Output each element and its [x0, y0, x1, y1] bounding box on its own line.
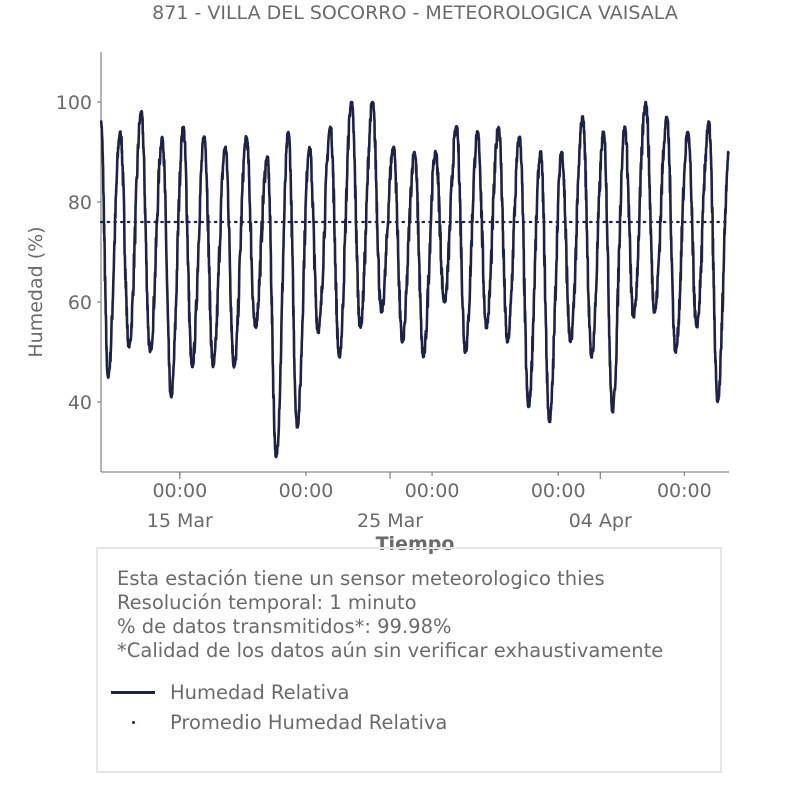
y-tick-label: 100: [56, 92, 92, 114]
x-minor-tick-label: 00:00: [531, 480, 586, 502]
info-resolution: Resolución temporal: 1 minuto: [117, 591, 417, 614]
info-quality: *Calidad de los datos aún sin verificar …: [117, 639, 664, 662]
info-legend-box: Esta estación tiene un sensor meteorolog…: [96, 547, 722, 773]
y-axis-label: Humedad (%): [25, 226, 47, 357]
x-minor-tick-label: 00:00: [152, 480, 207, 502]
legend-line-swatch: [110, 691, 156, 694]
info-transmitted: % de datos transmitidos*: 99.98%: [117, 615, 452, 638]
x-major-tick-label: 15 Mar: [147, 510, 213, 532]
legend-item-average: Promedio Humedad Relativa: [110, 711, 447, 734]
y-tick-label: 60: [68, 292, 92, 314]
y-tick-label: 80: [68, 192, 92, 214]
humidity-series-line: [99, 100, 730, 459]
x-minor-tick-label: 00:00: [405, 480, 460, 502]
legend-item-humidity: Humedad Relativa: [110, 681, 350, 704]
x-major-tick-label: 04 Apr: [569, 510, 632, 532]
info-sensor: Esta estación tiene un sensor meteorolog…: [117, 567, 605, 590]
x-major-tick-label: 25 Mar: [357, 510, 423, 532]
x-minor-tick-label: 00:00: [657, 480, 712, 502]
legend-label: Humedad Relativa: [170, 681, 350, 704]
y-tick-label: 40: [68, 392, 92, 414]
legend-label: Promedio Humedad Relativa: [170, 711, 448, 734]
legend-dot-swatch: [110, 721, 156, 724]
chart-title: 871 - VILLA DEL SOCORRO - METEOROLOGICA …: [152, 2, 678, 24]
station-info: Esta estación tiene un sensor meteorolog…: [117, 567, 663, 663]
x-minor-tick-label: 00:00: [279, 480, 334, 502]
x-axis-label: Tiempo: [375, 533, 455, 555]
